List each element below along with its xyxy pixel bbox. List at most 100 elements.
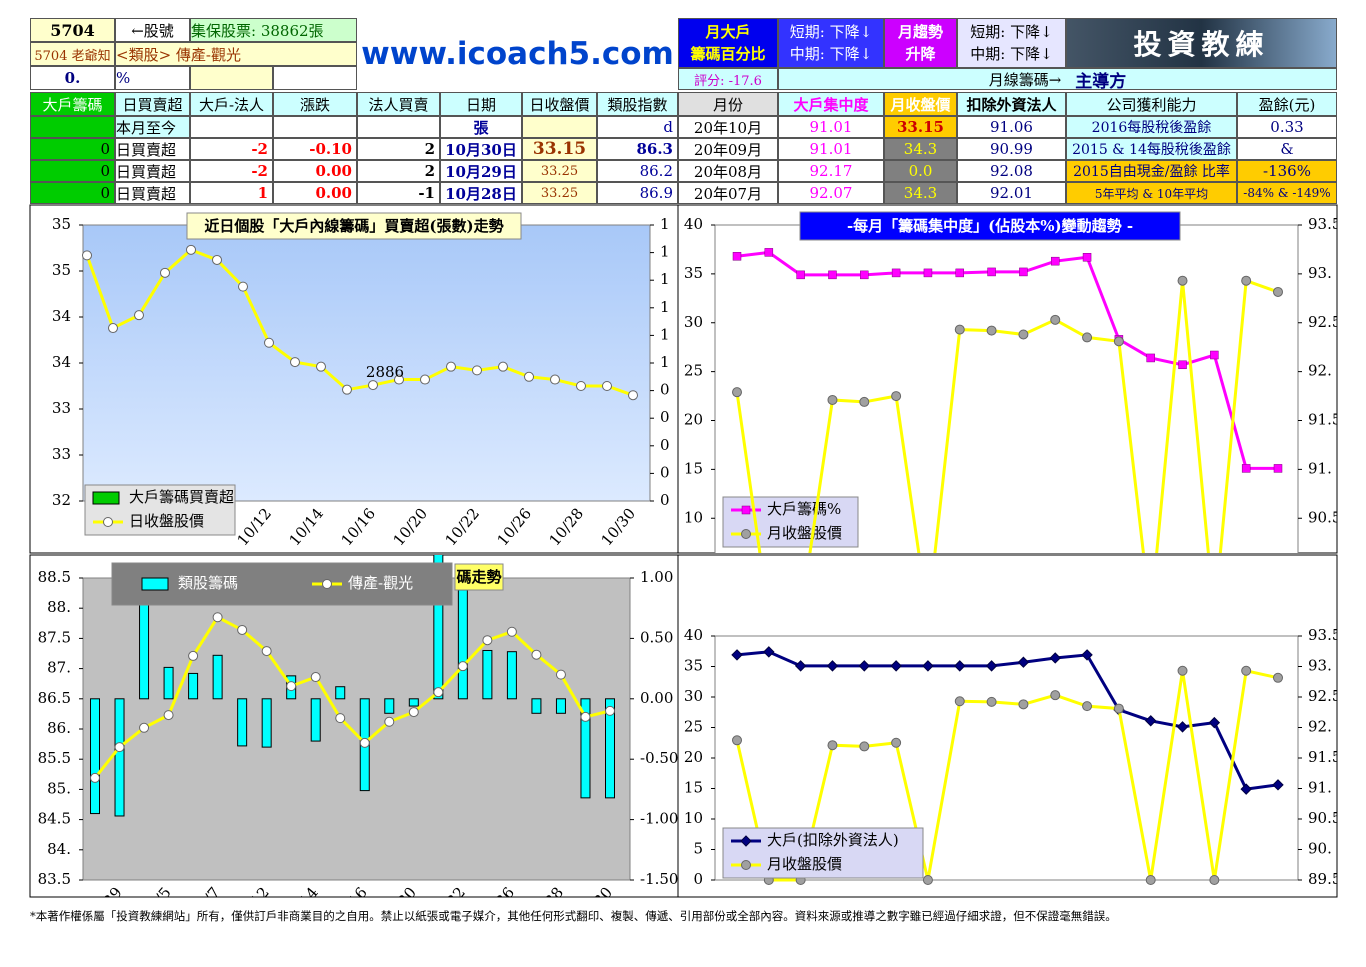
blank-cell [190,66,273,90]
line [93,615,611,779]
marker [1241,275,1252,286]
marker [103,517,113,527]
y2-tick-label: 0.50 [640,628,673,646]
marker [186,244,196,255]
marker [891,268,901,278]
marker [384,716,395,727]
table-cell: 月收盤價 [884,92,957,116]
marker [923,268,933,278]
marker [446,361,456,372]
marker [794,660,807,672]
legend-box [111,562,453,606]
table-cell: 日買賣超 [115,182,190,204]
y2-tick-label: 90. [1308,840,1332,858]
table-cell: 33.15 [522,138,597,160]
marker [860,270,869,280]
table-cell [30,116,115,138]
table-cell: 33.25 [522,182,597,204]
marker [1176,721,1189,733]
label: 月大戶 [705,23,751,41]
y-tick-label: 88.5 [38,568,71,586]
marker [1019,267,1028,277]
y2-tick-label: 0 [660,381,670,399]
legend-swatch [92,491,120,505]
y2-tick-label: 90.5 [1308,809,1341,827]
y2-tick-label: 1 [660,243,670,261]
y-tick-label: 0 [693,870,703,888]
y2-tick-label: 0 [660,436,670,454]
marker [1113,703,1124,714]
marker [628,390,638,401]
label: 月趨勢 [897,23,943,41]
table-cell: 漲跌 [273,92,357,116]
table-cell: 91.01 [778,138,884,160]
marker [555,669,566,680]
table-cell [273,116,357,138]
y-tick-label: 87.5 [38,628,71,646]
marker [1273,464,1283,473]
bar [237,698,248,747]
marker [605,705,615,716]
table-cell: 92.08 [957,160,1066,182]
marker [731,649,743,661]
marker [342,384,352,395]
marker [741,529,751,539]
bar [605,698,615,799]
y-tick-label: 35 [52,215,71,233]
table-cell: 10月30日 [440,138,522,160]
line [735,668,1279,882]
y-tick-label: 30 [684,313,703,331]
label: 升降 [905,45,936,63]
y-tick-label: 25 [684,718,703,736]
marker [261,646,272,657]
marker [457,661,468,672]
y-tick-label: 40 [684,626,703,644]
marker [763,646,775,658]
title-box [799,211,1181,241]
marker [1113,336,1124,347]
bar [433,555,444,700]
y2-tick-label: 0 [660,491,670,509]
table-cell: 月份 [678,92,778,116]
y-tick-label: 34 [52,353,71,371]
marker [1145,875,1156,885]
series-clipped [732,248,1283,553]
marker [1273,672,1283,683]
table-cell: 日買賣超 [115,138,190,160]
y-tick-label: 35 [684,264,703,282]
table-cell: 33.15 [884,116,957,138]
table-cell: -0.10 [273,138,357,160]
title-box [454,563,504,591]
bar [90,698,100,815]
table-cell: 日買賣超 [115,92,190,116]
legend-box [722,827,924,879]
bar [188,672,199,700]
marker [827,394,838,405]
y2-tick-label: 1 [660,325,670,343]
shares: 集保股票: 38862張 [190,18,357,42]
table-cell: & [1237,138,1337,160]
table-cell: 91.06 [957,116,1066,138]
table-cell: 1 [190,182,273,204]
marker [1210,350,1219,360]
marker [498,361,508,372]
y-tick-label: 40 [684,215,703,233]
marker [531,649,542,660]
marker [828,270,837,280]
marker [316,361,326,372]
table-cell: -2 [190,138,273,160]
marker [891,737,902,748]
legend-label: 月收盤股價 [767,524,842,542]
marker [108,323,118,334]
table-cell: 0 [30,160,115,182]
y2-tick-label: 92. [1308,718,1332,736]
label: 主導方 [1075,71,1127,90]
chart-3: 0 5 10 15 20 25 30 35 40 89.5 90. 90.5 91. 91.5 92. 92.… [684,626,1341,888]
chart-2: 88.5 88. 87.5 87. 86.5 86. 85.5 85. 84.5 84. 83.5 1… [38,555,678,897]
y-tick-label: 87. [47,659,71,677]
bar [163,666,174,700]
table-cell: 0 [30,138,115,160]
marker [986,696,997,707]
y2-tick-label: 92. [1308,362,1332,380]
table-cell: 2 [357,160,440,182]
